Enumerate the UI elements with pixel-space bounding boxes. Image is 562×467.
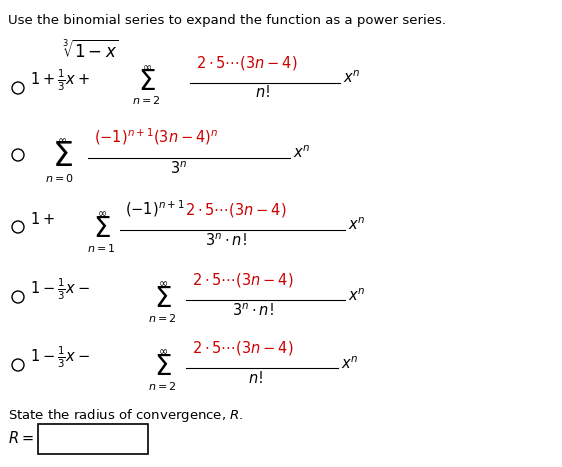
Text: $1 +$: $1 +$ xyxy=(30,211,55,227)
Text: $1 - \frac{1}{3}x -$: $1 - \frac{1}{3}x -$ xyxy=(30,344,90,370)
Text: $\sqrt[3]{1-x}$: $\sqrt[3]{1-x}$ xyxy=(62,40,119,62)
Text: $3^n$: $3^n$ xyxy=(170,160,187,177)
FancyBboxPatch shape xyxy=(38,424,148,454)
Text: $(-1)^{n+1}$: $(-1)^{n+1}$ xyxy=(125,198,185,219)
Text: $x^n$: $x^n$ xyxy=(293,145,311,161)
Text: $1 - \frac{1}{3}x -$: $1 - \frac{1}{3}x -$ xyxy=(30,276,90,302)
Text: $n = 2$: $n = 2$ xyxy=(132,94,161,106)
Text: $x^n$: $x^n$ xyxy=(348,288,365,304)
Text: $\infty$: $\infty$ xyxy=(158,346,168,356)
Text: $\Sigma$: $\Sigma$ xyxy=(138,68,156,96)
Text: $x^n$: $x^n$ xyxy=(348,217,365,234)
Text: $\Sigma$: $\Sigma$ xyxy=(93,215,111,243)
Text: $1 + \frac{1}{3}x +$: $1 + \frac{1}{3}x +$ xyxy=(30,67,90,92)
Text: $3^n \cdot n!$: $3^n \cdot n!$ xyxy=(205,232,247,248)
Text: $\Sigma$: $\Sigma$ xyxy=(52,141,72,174)
Text: $n = 1$: $n = 1$ xyxy=(87,242,116,254)
Text: $\infty$: $\infty$ xyxy=(142,62,152,72)
Text: $n!$: $n!$ xyxy=(255,84,270,100)
Text: $(-1)^{n+1}(3n-4)^n$: $(-1)^{n+1}(3n-4)^n$ xyxy=(94,126,219,147)
Text: $n!$: $n!$ xyxy=(248,370,263,386)
Text: $2 \cdot 5 \cdots (3n-4)$: $2 \cdot 5 \cdots (3n-4)$ xyxy=(196,54,297,72)
Text: Use the binomial series to expand the function as a power series.: Use the binomial series to expand the fu… xyxy=(8,14,446,27)
Text: $\Sigma$: $\Sigma$ xyxy=(154,285,172,313)
Text: $n = 0$: $n = 0$ xyxy=(45,172,74,184)
Text: State the radius of convergence, $R$.: State the radius of convergence, $R$. xyxy=(8,407,243,424)
Text: $x^n$: $x^n$ xyxy=(341,356,359,372)
Text: $x^n$: $x^n$ xyxy=(343,70,361,86)
Text: $2 \cdot 5 \cdots (3n-4)$: $2 \cdot 5 \cdots (3n-4)$ xyxy=(185,201,287,219)
Text: $n = 2$: $n = 2$ xyxy=(148,312,176,324)
Text: $\infty$: $\infty$ xyxy=(57,135,67,145)
Text: $\infty$: $\infty$ xyxy=(97,208,107,218)
Text: $\Sigma$: $\Sigma$ xyxy=(154,353,172,381)
Text: $R =$: $R =$ xyxy=(8,430,34,446)
Text: $2 \cdot 5 \cdots (3n-4)$: $2 \cdot 5 \cdots (3n-4)$ xyxy=(192,339,293,357)
Text: $n = 2$: $n = 2$ xyxy=(148,380,176,392)
Text: $3^n \cdot n!$: $3^n \cdot n!$ xyxy=(232,302,274,318)
Text: $\infty$: $\infty$ xyxy=(158,278,168,288)
Text: $2 \cdot 5 \cdots (3n-4)$: $2 \cdot 5 \cdots (3n-4)$ xyxy=(192,271,293,289)
